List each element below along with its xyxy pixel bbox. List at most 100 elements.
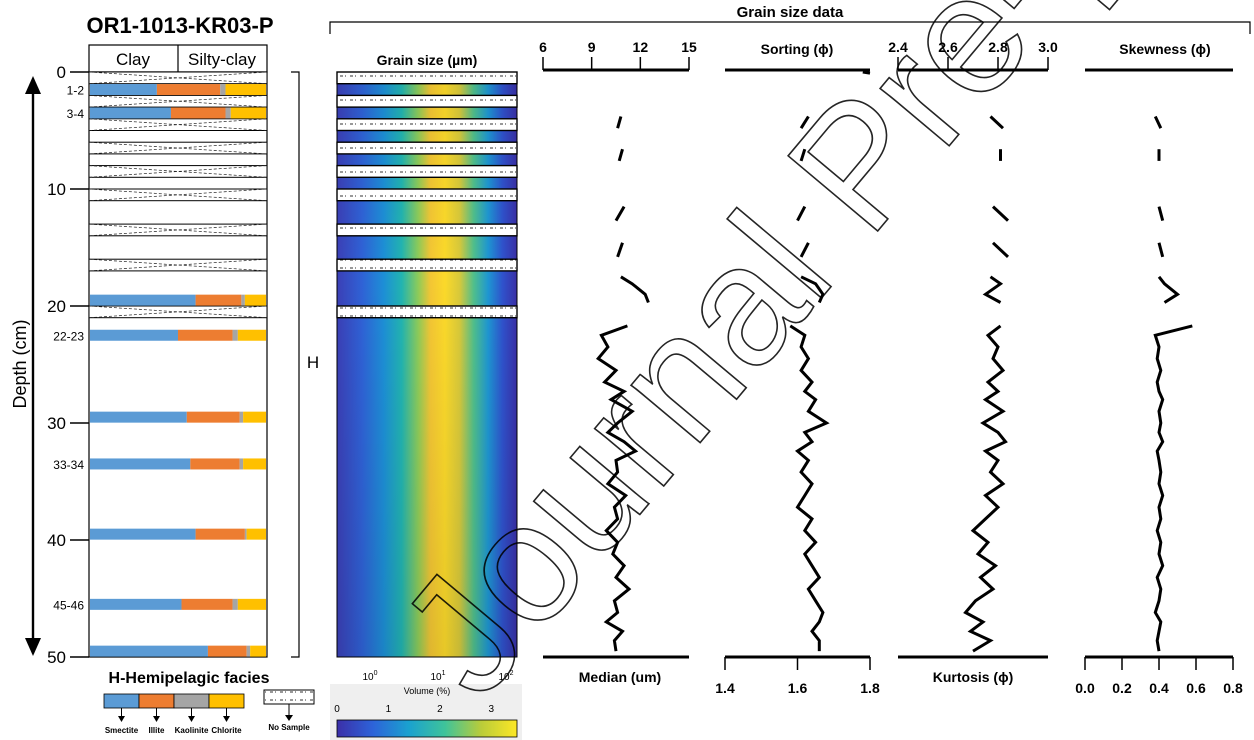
legend-label-illite: Illite [148, 726, 165, 735]
data-line [982, 275, 1004, 304]
core-title: OR1-1013-KR03-P [86, 13, 273, 38]
x-tick-label: 1.6 [788, 680, 808, 696]
heatmap-no-sample-band [336, 188, 518, 202]
heatmap-no-sample-band [336, 141, 518, 155]
clay-sample-bar [90, 84, 266, 96]
clay-sample-bar [90, 411, 266, 423]
x-tick-label: 1.8 [860, 680, 880, 696]
sample-depth-label: 45-46 [53, 598, 84, 612]
heatmap-x-tick-label: 101 [430, 670, 445, 683]
no-sample-interval [88, 71, 268, 85]
illite-segment [186, 411, 240, 423]
x-tick-label: 0.4 [1149, 680, 1169, 696]
smectite-segment [90, 528, 196, 540]
no-sample-interval [88, 258, 268, 272]
kaolinite-segment [244, 528, 247, 540]
x-tick-label: 0.6 [1186, 680, 1206, 696]
smectite-segment [90, 84, 157, 96]
clay-sample-bar [90, 645, 266, 657]
kaolinite-segment [232, 598, 238, 610]
x-tick-label: 12 [633, 39, 649, 55]
legend-arrow-head-icon [118, 716, 125, 722]
depth-tick-label: 30 [47, 414, 66, 433]
data-line [1157, 275, 1181, 304]
legend-chlorite: Chlorite [208, 693, 245, 735]
legend-kaolinite: Kaolinite [173, 693, 210, 735]
chlorite-segment [243, 411, 266, 423]
depth-tick-label: 10 [47, 180, 66, 199]
heatmap-x-tick-label: 102 [498, 670, 513, 683]
facies-bracket [291, 71, 300, 658]
axis-title: Sorting (ϕ) [761, 41, 834, 57]
depth-axis: 0 10 20 30 40 50 1-2 3-4 22-23 33-34 45-46 [47, 63, 89, 667]
smectite-segment [90, 107, 171, 119]
depth-tick-label: 50 [47, 648, 66, 667]
data-line [616, 116, 623, 129]
grain-size-group-title: Grain size data [737, 4, 844, 21]
legend-label-chlorite: Chlorite [211, 726, 242, 735]
skewness-panel: 0.0 0.2 0.4 0.6 0.8 Skewness (ϕ) [1075, 41, 1243, 696]
chlorite-segment [244, 294, 266, 306]
legend-arrow-head-icon [153, 716, 160, 722]
illite-segment [178, 329, 233, 341]
no-sample-interval [88, 141, 268, 155]
lithology-header-silty-clay: Silty-clay [188, 50, 257, 69]
legend-illite: Illite [138, 693, 175, 735]
illite-segment [156, 84, 221, 96]
illite-segment [190, 458, 240, 470]
clay-sample-bar [90, 294, 266, 306]
kaolinite-segment [220, 84, 226, 96]
data-line [799, 115, 810, 129]
heatmap-no-sample-band [336, 223, 518, 237]
kaolinite-swatch [173, 693, 210, 709]
colorbar-tick-label: 2 [437, 704, 443, 715]
median-panel: 6 9 12 15 Median (um) [539, 39, 697, 685]
no-sample-intervals [88, 71, 268, 319]
heatmap-x-axis: 100 101 102 [362, 670, 513, 683]
chlorite-segment [243, 458, 266, 470]
chlorite-segment [237, 598, 266, 610]
data-line [789, 324, 830, 652]
illite-segment [170, 107, 226, 119]
illite-swatch [138, 693, 175, 709]
mineral-legend: Smectite Illite Kaolinite Chlorite [103, 693, 245, 735]
legend-label-kaolinite: Kaolinite [175, 726, 209, 735]
illite-segment [207, 645, 247, 657]
x-tick-label: 15 [681, 39, 697, 55]
data-line [963, 324, 1008, 653]
heatmap-no-sample-band [336, 118, 518, 132]
data-line [796, 205, 807, 222]
depth-tick-label: 0 [57, 63, 66, 82]
colorbar [336, 719, 518, 738]
smectite-segment [90, 329, 178, 341]
clay-sample-bar [90, 458, 266, 470]
data-line [991, 241, 1010, 258]
legend-arrow-head-icon [188, 716, 195, 722]
kaolinite-segment [239, 458, 244, 470]
colorbar-tick-label: 1 [386, 704, 392, 715]
axis-title: Median (um) [579, 669, 661, 685]
clay-sample-bar [90, 528, 266, 540]
heatmap-no-sample-band [336, 71, 518, 85]
x-tick-label: 2.4 [888, 39, 908, 55]
data-line [799, 148, 807, 162]
smectite-segment [90, 411, 187, 423]
data-line [989, 115, 1005, 130]
data-line [620, 275, 650, 304]
colorbar-tick-label: 3 [489, 704, 495, 715]
sample-depth-label: 3-4 [67, 107, 85, 121]
kurtosis-panel: 2.4 2.6 2.8 3.0 Kurtosis (ϕ) [888, 39, 1058, 685]
data-line [1157, 206, 1165, 221]
heatmap-no-sample-band [336, 94, 518, 108]
x-tick-label: 6 [539, 39, 547, 55]
heatmap-no-sample-bands [336, 71, 518, 319]
x-tick-label: 9 [588, 39, 596, 55]
chlorite-segment [237, 329, 266, 341]
no-sample-interval [88, 94, 268, 108]
data-line [1153, 115, 1163, 129]
smectite-segment [90, 294, 196, 306]
facies-mark: H [307, 353, 319, 372]
smectite-segment [90, 458, 191, 470]
no-sample-swatch [263, 689, 315, 705]
